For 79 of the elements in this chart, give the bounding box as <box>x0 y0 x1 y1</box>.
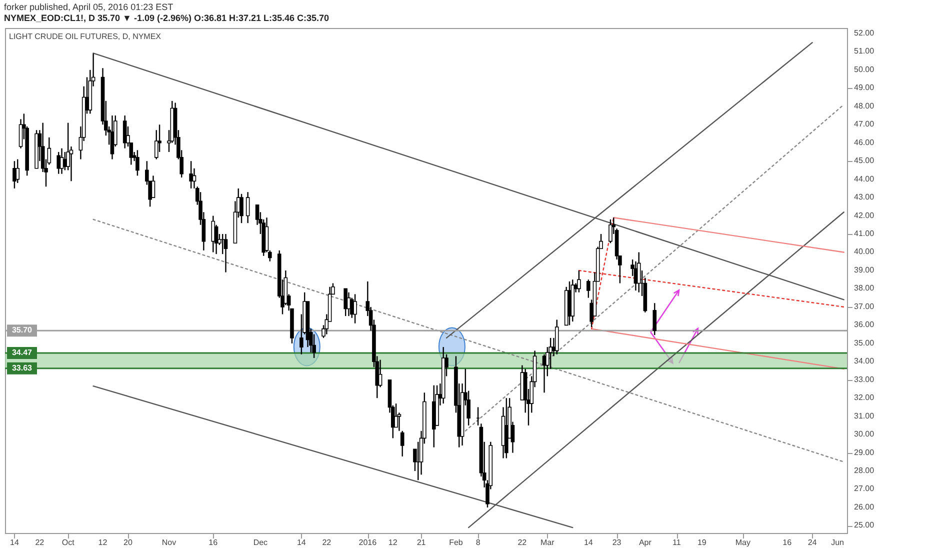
y-tick-label: 50.00 <box>854 64 875 74</box>
y-tick-label: 31.00 <box>854 411 875 420</box>
x-tick-label: 2016 <box>358 538 378 547</box>
y-tick-label: 43.00 <box>854 192 875 202</box>
x-tick-label: 22 <box>35 538 45 547</box>
x-tick-label: 14 <box>296 538 306 547</box>
x-tick-label: 12 <box>98 538 108 547</box>
y-tick-label: 36.00 <box>854 320 875 330</box>
x-tick-label: May <box>735 538 750 547</box>
y-tick-label: 38.00 <box>854 284 875 293</box>
candlestick <box>554 319 559 355</box>
candlestick <box>224 233 228 273</box>
x-tick-label: 24 <box>808 538 818 547</box>
y-tick-label: 30.00 <box>854 430 875 439</box>
candlestick <box>586 278 590 298</box>
x-tick-label: 12 <box>388 538 398 547</box>
y-tick-label: 40.00 <box>854 247 875 256</box>
chart-title: LIGHT CRUDE OIL FUTURES, D, NYMEX <box>9 32 162 41</box>
y-tick-label: 32.00 <box>854 393 875 402</box>
x-tick-label: Jun <box>831 538 844 547</box>
y-tick-label: 39.00 <box>854 265 875 274</box>
y-tick-label: 48.00 <box>854 101 875 110</box>
candlestick <box>394 402 398 428</box>
x-tick-label: 20 <box>124 538 133 547</box>
ref-line-label: 34.47 <box>12 348 33 358</box>
candlestick <box>652 302 657 336</box>
y-tick-label: 34.00 <box>854 356 875 366</box>
x-tick-label: 8 <box>476 538 481 547</box>
candlestick <box>151 175 156 198</box>
candlestick <box>378 359 382 388</box>
text: forker published, April 05, 2016 01:23 EST <box>4 2 174 13</box>
y-tick-label: 52.00 <box>854 28 875 38</box>
y-tick-label: 35.00 <box>854 338 875 348</box>
y-tick-label: 44.00 <box>854 174 875 184</box>
candlestick <box>400 430 404 458</box>
x-tick-label: 16 <box>208 538 218 547</box>
x-tick-label: Feb <box>449 538 464 547</box>
candlestick <box>136 150 140 176</box>
y-tick-label: 37.00 <box>854 302 875 311</box>
x-tick-label: Mar <box>540 538 555 547</box>
x-tick-label: Apr <box>638 538 652 547</box>
candlestick <box>56 151 61 174</box>
x-tick-label: 21 <box>416 538 426 547</box>
y-tick-label: 47.00 <box>854 120 875 129</box>
candlestick <box>577 270 581 293</box>
y-tick-label: 26.00 <box>854 502 875 512</box>
candlestick <box>344 288 348 317</box>
x-tick-label: Nov <box>162 538 176 547</box>
x-tick-label: 14 <box>10 538 20 547</box>
y-tick-label: 45.00 <box>854 156 875 166</box>
x-tick-label: Oct <box>62 538 76 547</box>
candlestick <box>246 191 250 224</box>
candlestick <box>608 218 612 244</box>
y-tick-label: 28.00 <box>854 466 875 476</box>
x-tick-label: 23 <box>612 538 622 547</box>
x-tick-label: Dec <box>253 538 268 547</box>
y-tick-label: 33.00 <box>854 374 875 384</box>
y-tick-label: 46.00 <box>854 138 875 147</box>
candlestick <box>353 294 357 324</box>
x-tick-label: 14 <box>584 538 594 547</box>
y-tick-label: 29.00 <box>854 448 875 457</box>
ref-line-label: 33.63 <box>12 363 33 372</box>
candlestick <box>16 158 20 184</box>
y-tick-label: 27.00 <box>854 484 875 494</box>
x-tick-label: 22 <box>322 538 332 547</box>
candlestick <box>636 252 641 293</box>
y-tick-label: 42.00 <box>854 210 875 220</box>
x-tick-label: 22 <box>518 538 528 547</box>
candlestick <box>189 160 193 190</box>
x-tick-label: 19 <box>697 538 707 547</box>
x-tick-label: 16 <box>782 538 792 547</box>
ref-line-label: 35.70 <box>12 326 33 335</box>
x-tick-label: 11 <box>672 538 682 547</box>
candlestick <box>211 215 216 253</box>
y-tick-label: 25.00 <box>854 520 875 530</box>
y-tick-label: 41.00 <box>854 229 875 238</box>
y-tick-label: 49.00 <box>854 83 875 92</box>
y-tick-label: 51.00 <box>854 46 875 56</box>
chart-subtitle: NYMEX_EOD:CL1!, D 35.70 ▼ -1.09 (-2.96%) O:36.81 H:37.21 L:35.46 C:35.70 <box>4 13 330 24</box>
